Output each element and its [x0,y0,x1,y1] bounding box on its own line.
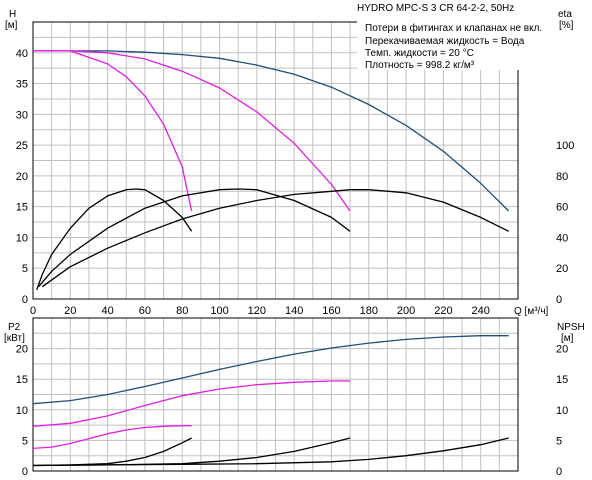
bottom-y-axis-unit: [кВт] [4,333,25,344]
top-y-axis-unit: [м] [5,20,18,31]
y2-tick-label: 5 [556,435,562,447]
x-tick-label: 40 [101,305,113,317]
series-line-p2-2-pump [32,380,351,427]
y2-tick-label: 60 [556,202,568,214]
y2-tick-label: 0 [556,294,562,306]
y-tick-label: 5 [22,263,28,275]
legend-line: Перекачиваемая жидкость = Вода [365,36,525,47]
y-tick-label: 0 [22,294,28,306]
x-tick-label: 120 [248,305,266,317]
y-tick-label: 10 [16,405,28,417]
x-tick-label: 160 [322,305,340,317]
info-legend: HYDRO MPC-S 3 CR 64-2-2, 50Hz Потери в ф… [357,0,552,71]
plot-frame [32,317,519,472]
bottom-y2-axis-unit: [м] [561,333,574,344]
series-line-npsh-3-pump [32,437,509,467]
y2-tick-label: 15 [556,374,568,386]
series-line-eta-3-pump [41,189,509,288]
top-y2-axis-unit: [%] [559,20,574,31]
series-line-p2-1-pump [32,425,192,450]
legend-title: HYDRO MPC-S 3 CR 64-2-2, 50Hz [357,3,514,14]
y2-tick-label: 20 [556,344,568,356]
y2-tick-label: 0 [556,466,562,478]
x-tick-label: 200 [397,305,415,317]
legend-line: Темп. жидкости = 20 °C [365,48,474,59]
series-line-eta-1-pump [36,188,193,291]
x-tick-label: 0 [30,305,36,317]
y2-tick-label: 100 [556,140,574,152]
series-line-npsh-2-pump [32,437,351,467]
x-tick-label: 20 [64,305,76,317]
y-tick-label: 15 [16,374,28,386]
y2-tick-label: 10 [556,405,568,417]
plot-frame [32,21,519,300]
y-tick-label: 10 [16,232,28,244]
series-line-eta-2-pump [38,188,351,288]
y2-tick-label: 40 [556,232,568,244]
legend-line: Плотность = 998.2 кг/м³ [365,60,475,71]
bottom-y2-axis-label: NPSH [557,322,585,333]
y-tick-label: 35 [16,79,28,91]
series-line-head-2-pump [33,50,351,212]
series-line-head-1-pump [33,50,193,212]
y-tick-label: 20 [16,344,28,356]
x-tick-label: 80 [176,305,188,317]
y-tick-label: 0 [22,466,28,478]
y-tick-label: 30 [16,109,28,121]
top-y2-axis-label: eta [558,9,572,20]
series-line-head-3-pump [33,50,510,212]
series-line-p2-3-pump [32,335,509,405]
x-tick-label: 180 [360,305,378,317]
x-tick-label: 100 [210,305,228,317]
top-y-axis-label: H [9,9,16,20]
y2-tick-label: 80 [556,171,568,183]
bottom-y-axis-label: P2 [8,322,21,333]
x-axis-label: Q [м³/ч] [514,306,549,317]
y-tick-label: 20 [16,171,28,183]
series-line-npsh-1-pump [32,437,192,467]
y2-tick-label: 20 [556,263,568,275]
x-tick-label: 220 [434,305,452,317]
x-tick-label: 140 [285,305,303,317]
y-tick-label: 25 [16,140,28,152]
y-tick-label: 5 [22,435,28,447]
y-tick-label: 40 [16,48,28,60]
x-tick-label: 60 [139,305,151,317]
legend-line: Потери в фитингах и клапанах не вкл. [365,22,542,34]
y-tick-label: 15 [16,202,28,214]
x-tick-label: 240 [472,305,490,317]
